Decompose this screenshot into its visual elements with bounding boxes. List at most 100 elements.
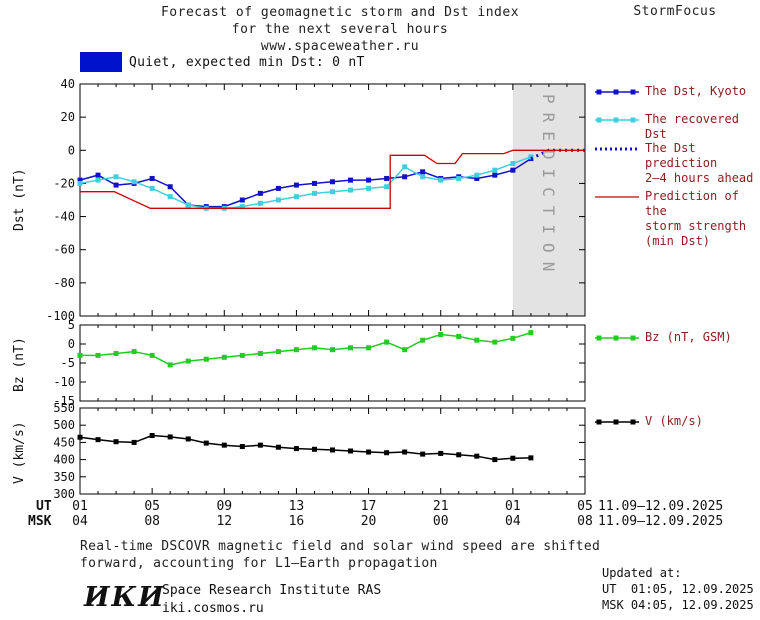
legend-v: V (km/s) [594, 414, 703, 429]
data-point-marker [528, 455, 534, 461]
data-point-marker [185, 202, 191, 208]
legend-label-recovered-dst: The recovered Dst [645, 112, 739, 141]
legend-sample-marker [596, 419, 602, 425]
updated-at-ut: UT 01:05, 12.09.2025 [602, 582, 754, 596]
data-point-marker [257, 351, 263, 356]
prediction-watermark: PREDICTION [539, 94, 558, 280]
ut-tick-label: 13 [288, 499, 305, 514]
y-tick-label: 5 [68, 319, 75, 332]
data-point-marker [492, 172, 498, 178]
y-tick-label: -60 [53, 243, 75, 257]
data-point-marker [384, 184, 390, 190]
data-point-marker [420, 451, 426, 457]
plot-frame [79, 324, 586, 402]
data-point-marker [402, 164, 408, 170]
v-sample-line [595, 419, 639, 425]
data-point-marker [77, 177, 83, 183]
brand-stormfocus: StormFocus [633, 4, 717, 19]
data-point-marker [456, 175, 462, 181]
data-point-marker [438, 177, 444, 183]
institute-name: Space Research Institute RAS [162, 583, 382, 598]
data-point-marker [293, 347, 299, 353]
data-point-marker [113, 351, 119, 356]
msk-tick-label: 04 [505, 514, 521, 529]
data-point-marker [330, 179, 335, 185]
data-point-marker [239, 444, 245, 450]
data-point-marker [366, 345, 372, 351]
y-tick-label: 450 [53, 435, 75, 449]
data-point-marker [203, 440, 209, 446]
series-bz-nt-gsm- [80, 331, 532, 366]
bz-axis-label: Bz (nT) [12, 337, 27, 393]
data-point-marker [510, 455, 516, 461]
legend-sample-marker [613, 89, 619, 95]
y-tick-label: 40 [61, 78, 75, 91]
data-point-marker [239, 204, 245, 210]
data-point-marker [330, 447, 335, 453]
data-point-marker [167, 434, 173, 440]
data-point-marker [492, 339, 498, 345]
legend-label-dst-prediction-2: 2–4 hours ahead [645, 171, 754, 185]
data-point-marker [438, 332, 444, 337]
data-point-marker [257, 190, 263, 196]
data-point-marker [456, 333, 462, 339]
data-point-marker [203, 356, 209, 362]
data-point-marker [77, 434, 83, 440]
msk-tick-label: 16 [288, 514, 305, 529]
legend-label-storm-3: (min Dst) [645, 234, 711, 248]
data-point-marker [311, 446, 317, 452]
data-point-marker [492, 167, 498, 173]
data-point-marker [510, 167, 516, 173]
dst-chart: 40 20 0 -20 -40 -60 -80 -100 PREDICTION [46, 78, 586, 322]
legend-dst-prediction: The Dst prediction 2–4 hours ahead [594, 141, 760, 186]
website-link[interactable]: iki.cosmos.ru [162, 601, 264, 616]
series-prediction-of-the-storm-strength-min-dst- [80, 149, 585, 209]
dst-kyoto-sample-line [595, 89, 639, 95]
data-point-marker [95, 172, 101, 178]
y-tick-label: -80 [53, 276, 75, 290]
y-tick-label: 400 [53, 453, 75, 467]
legend-sample-marker [613, 419, 619, 425]
data-point-marker [293, 182, 299, 188]
data-point-marker [239, 352, 245, 358]
data-point-marker [384, 450, 390, 456]
legend-label-dst-kyoto: The Dst, Kyoto [645, 84, 747, 98]
data-point-marker [474, 175, 480, 181]
ut-axis-row: UT 11.09–12.09.2025 01 05 09 13 17 21 01 05 [0, 499, 760, 515]
y-tick-label: 0 [68, 337, 75, 351]
data-point-marker [95, 437, 101, 443]
data-point-marker [420, 174, 426, 180]
data-point-marker [95, 352, 101, 358]
data-point-marker [113, 174, 119, 180]
data-point-marker [438, 450, 444, 456]
data-point-marker [293, 194, 299, 200]
title-line-2: for the next several hours [231, 22, 449, 37]
data-point-marker [366, 185, 372, 191]
legend-label-dst-prediction-1: The Dst prediction [645, 141, 718, 170]
ut-tick-label: 17 [360, 499, 377, 514]
series-the-dst-kyoto [79, 157, 532, 208]
ut-date-range: 11.09–12.09.2025 [598, 499, 724, 514]
status-color-box [80, 52, 122, 72]
data-point-marker [221, 354, 227, 360]
bz-sample-line [595, 335, 639, 341]
ut-tick-label: 09 [216, 499, 233, 514]
y-tick-label: 300 [53, 487, 75, 500]
data-point-marker [275, 349, 281, 355]
data-point-marker [293, 446, 299, 452]
data-point-marker [113, 182, 119, 188]
data-point-marker [77, 352, 83, 358]
data-point-marker [528, 154, 534, 160]
title-line-3: www.spaceweather.ru [260, 39, 420, 54]
data-point-marker [474, 337, 480, 343]
legend-label-storm-2: storm strength [645, 219, 747, 233]
data-point-marker [456, 452, 462, 458]
y-tick-label: -10 [53, 375, 75, 389]
legend-sample-marker [630, 335, 636, 341]
data-point-marker [330, 347, 335, 353]
msk-tick-label: 04 [72, 514, 88, 529]
legend-bz: Bz (nT, GSM) [594, 330, 732, 345]
ut-tick-label: 01 [72, 499, 88, 514]
data-point-marker [348, 177, 354, 183]
data-point-marker [348, 345, 354, 351]
